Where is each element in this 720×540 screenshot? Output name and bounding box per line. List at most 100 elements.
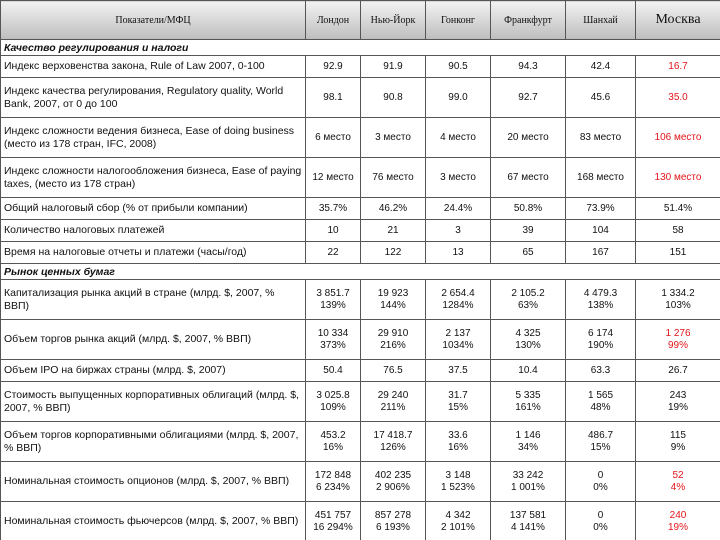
value-cell: 35.7% <box>305 197 361 220</box>
data-row: Стоимость выпущенных корпоративных облиг… <box>0 381 720 422</box>
value-line: 5 335 <box>515 389 541 401</box>
column-header: Франкфурт <box>490 0 566 40</box>
value-line: 3 025.8 <box>316 389 350 401</box>
value-line: 65 <box>522 246 534 258</box>
value-cell: 29 240 211% <box>360 381 426 422</box>
data-row: Количество налоговых платежей 10 21 3 39 104 5… <box>0 219 720 242</box>
value-line: 48% <box>590 401 611 413</box>
value-cell: 4 место <box>425 117 491 158</box>
value-line: 1034% <box>442 339 474 351</box>
value-cell: 92.7 <box>490 77 566 118</box>
value-line: 161% <box>515 401 541 413</box>
value-cell: 98.1 <box>305 77 361 118</box>
value-cell: 115 9% <box>635 421 720 462</box>
value-line: 211% <box>380 401 406 413</box>
value-line: 453.2 <box>320 429 346 441</box>
row-label: Время на налоговые отчеты и платежи (час… <box>0 241 306 264</box>
value-cell: 10 334 373% <box>305 319 361 360</box>
value-cell: 20 место <box>490 117 566 158</box>
value-line: 29 240 <box>377 389 409 401</box>
value-cell: 3 851.7 139% <box>305 279 361 320</box>
value-cell: 3 место <box>360 117 426 158</box>
value-cell: 33.6 16% <box>425 421 491 462</box>
value-line: 167 <box>592 246 609 258</box>
row-label: Стоимость выпущенных корпоративных облиг… <box>0 381 306 422</box>
value-cell: 240 19% <box>635 501 720 540</box>
value-line: 10 334 <box>317 327 349 339</box>
value-cell: 167 <box>565 241 636 264</box>
table-body: Качество регулирования и налоги Индекс ве… <box>0 39 720 540</box>
value-cell: 10.4 <box>490 359 566 382</box>
value-line: 3 <box>455 224 461 236</box>
value-cell: 13 <box>425 241 491 264</box>
value-line: 6 место <box>315 131 351 143</box>
row-label: Объем IPO на биржах страны (млрд. $, 200… <box>0 359 306 382</box>
value-line: 15% <box>590 441 611 453</box>
value-cell: 168 место <box>565 157 636 198</box>
value-line: 1 523% <box>441 481 475 493</box>
value-cell: 12 место <box>305 157 361 198</box>
value-line: 243 <box>669 389 687 401</box>
value-line: 2 906% <box>376 481 410 493</box>
value-cell: 451 757 16 294% <box>305 501 361 540</box>
value-cell: 73.9% <box>565 197 636 220</box>
row-label: Количество налоговых платежей <box>0 219 306 242</box>
value-line: 168 место <box>577 171 624 183</box>
data-row: Номинальная стоимость фьючерсов (млрд. $… <box>0 501 720 540</box>
value-line: 35.7% <box>318 202 348 214</box>
value-line: 16.7 <box>668 60 688 72</box>
row-label: Номинальная стоимость фьючерсов (млрд. $… <box>0 501 306 540</box>
value-cell: 243 19% <box>635 381 720 422</box>
data-row: Объем торгов рынка акций (млрд. $, 2007,… <box>0 319 720 360</box>
value-line: 92.7 <box>518 91 538 103</box>
value-line: 103% <box>665 299 691 311</box>
value-cell: 94.3 <box>490 55 566 78</box>
value-cell: 92.9 <box>305 55 361 78</box>
value-line: 52 <box>672 469 684 481</box>
value-cell: 17 418.7 126% <box>360 421 426 462</box>
value-cell: 31.7 15% <box>425 381 491 422</box>
value-line: 22 <box>327 246 339 258</box>
value-cell: 4 479.3 138% <box>565 279 636 320</box>
value-line: 58 <box>672 224 684 236</box>
data-row: Индекс сложности налогообложения бизнеса… <box>0 157 720 198</box>
value-line: 76 место <box>372 171 414 183</box>
header-row: Показатели/МФЦ Лондон Нью-Йорк Гонконг Франк… <box>0 0 720 40</box>
value-line: 144% <box>380 299 406 311</box>
value-cell: 0 0% <box>565 501 636 540</box>
column-header: Гонконг <box>425 0 491 40</box>
value-line: 151 <box>669 246 687 258</box>
data-row: Время на налоговые отчеты и платежи (час… <box>0 241 720 264</box>
value-line: 46.2% <box>378 202 408 214</box>
value-line: 67 место <box>507 171 549 183</box>
section-title: Качество регулирования и налоги <box>0 39 720 56</box>
value-cell: 130 место <box>635 157 720 198</box>
value-cell: 39 <box>490 219 566 242</box>
value-line: 10 <box>327 224 339 236</box>
value-cell: 2 105.2 63% <box>490 279 566 320</box>
value-line: 4 479.3 <box>583 287 618 299</box>
value-line: 29 910 <box>377 327 409 339</box>
value-line: 115 <box>670 429 686 441</box>
value-cell: 24.4% <box>425 197 491 220</box>
value-cell: 3 место <box>425 157 491 198</box>
value-line: 2 105.2 <box>511 287 545 299</box>
value-cell: 6 174 190% <box>565 319 636 360</box>
value-line: 137 581 <box>509 509 547 521</box>
value-line: 373% <box>320 339 346 351</box>
value-cell: 83 место <box>565 117 636 158</box>
row-label: Капитализация рынка акций в стране (млрд… <box>0 279 306 320</box>
row-label: Общий налоговый сбор (% от прибыли компа… <box>0 197 306 220</box>
value-cell: 137 581 4 141% <box>490 501 566 540</box>
value-line: 1 146 <box>515 429 541 441</box>
value-cell: 52 4% <box>635 461 720 502</box>
value-cell: 63.3 <box>565 359 636 382</box>
value-line: 83 место <box>579 131 622 143</box>
value-line: 39 <box>522 224 534 236</box>
value-line: 130% <box>515 339 541 351</box>
value-cell: 22 <box>305 241 361 264</box>
value-cell: 58 <box>635 219 720 242</box>
value-cell: 21 <box>360 219 426 242</box>
value-line: 76.5 <box>383 364 403 376</box>
